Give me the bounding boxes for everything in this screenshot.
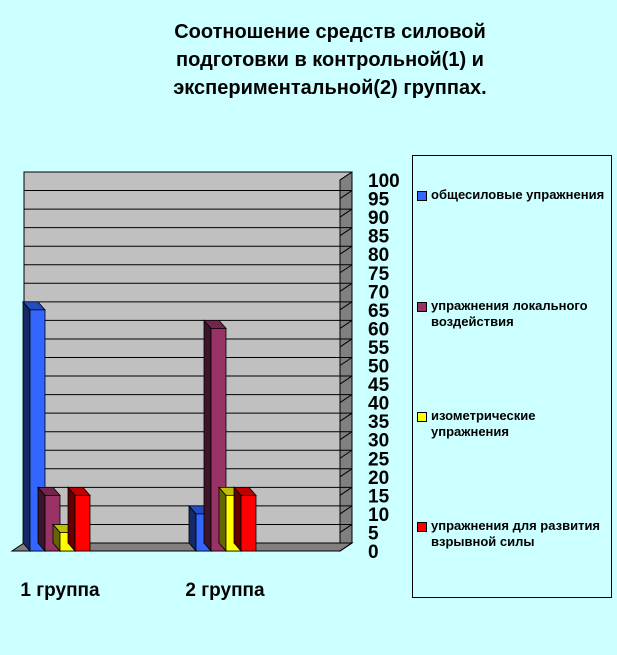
legend-label: изометрические упражнения xyxy=(431,408,536,439)
y-tick-label: 20 xyxy=(368,468,389,489)
gridline-side xyxy=(339,171,353,181)
legend-label: упражнения локального воздействия xyxy=(431,298,588,329)
legend-swatch xyxy=(417,302,427,312)
legend-swatch xyxy=(417,522,427,532)
y-tick-label: 40 xyxy=(368,394,389,415)
legend-swatch xyxy=(417,191,427,201)
gridline-side xyxy=(339,264,353,274)
y-tick-label: 50 xyxy=(368,357,389,378)
bar xyxy=(37,486,61,553)
gridline-side xyxy=(339,375,353,385)
chart-title: Соотношение средств силовой подготовки в… xyxy=(173,21,487,99)
y-tick-label: 25 xyxy=(368,449,390,470)
y-tick-label: 85 xyxy=(368,227,390,248)
gridline-side xyxy=(339,338,353,348)
y-tick-label: 5 xyxy=(368,523,379,544)
gridline-side xyxy=(339,227,353,237)
gridline-side xyxy=(339,245,353,255)
gridline-side xyxy=(339,301,353,311)
gridline-side xyxy=(339,190,353,199)
legend-swatch xyxy=(417,412,427,422)
legend-label: общесиловые упражнения xyxy=(431,187,605,202)
gridline-side xyxy=(339,505,353,515)
y-tick-label: 30 xyxy=(368,431,389,452)
legend: общесиловые упражнения упражнения локаль… xyxy=(412,155,612,598)
gridline-side xyxy=(339,357,353,366)
gridline-side xyxy=(339,468,353,478)
y-tick-label: 75 xyxy=(368,264,390,285)
y-tick-label: 10 xyxy=(368,505,389,526)
y-tick-label: 70 xyxy=(368,282,389,303)
gridline-side xyxy=(339,524,353,533)
x-axis-categories: 1 группа 2 группа xyxy=(20,580,265,601)
gridline-side xyxy=(339,319,353,329)
y-tick-label: 55 xyxy=(368,338,390,359)
plot-area xyxy=(10,171,354,552)
gridline-side xyxy=(339,412,353,422)
gridline-side xyxy=(339,486,353,496)
x-category-label: 2 группа xyxy=(185,580,265,601)
gridline-side xyxy=(339,542,353,552)
y-tick-label: 60 xyxy=(368,319,389,340)
y-tick-label: 35 xyxy=(368,412,390,433)
y-tick-label: 15 xyxy=(368,486,390,507)
bar xyxy=(67,486,91,553)
gridline-side xyxy=(339,282,353,292)
gridline-side xyxy=(339,449,353,459)
y-tick-label: 80 xyxy=(368,245,389,266)
y-tick-label: 65 xyxy=(368,301,390,322)
bars xyxy=(22,300,257,553)
y-tick-label: 100 xyxy=(368,171,400,192)
y-tick-label: 0 xyxy=(368,542,379,563)
legend-label: упражнения для развития взрывной силы xyxy=(431,518,601,549)
gridline-side xyxy=(339,208,353,218)
gridline-side xyxy=(339,431,353,441)
gridline-side xyxy=(339,394,353,404)
y-tick-label: 45 xyxy=(368,375,390,396)
y-axis-ticks: 0510152025303540455055606570758085909510… xyxy=(368,171,400,563)
x-category-label: 1 группа xyxy=(20,580,100,601)
y-tick-label: 90 xyxy=(368,208,389,229)
bar xyxy=(233,486,257,553)
y-tick-label: 95 xyxy=(368,190,390,211)
